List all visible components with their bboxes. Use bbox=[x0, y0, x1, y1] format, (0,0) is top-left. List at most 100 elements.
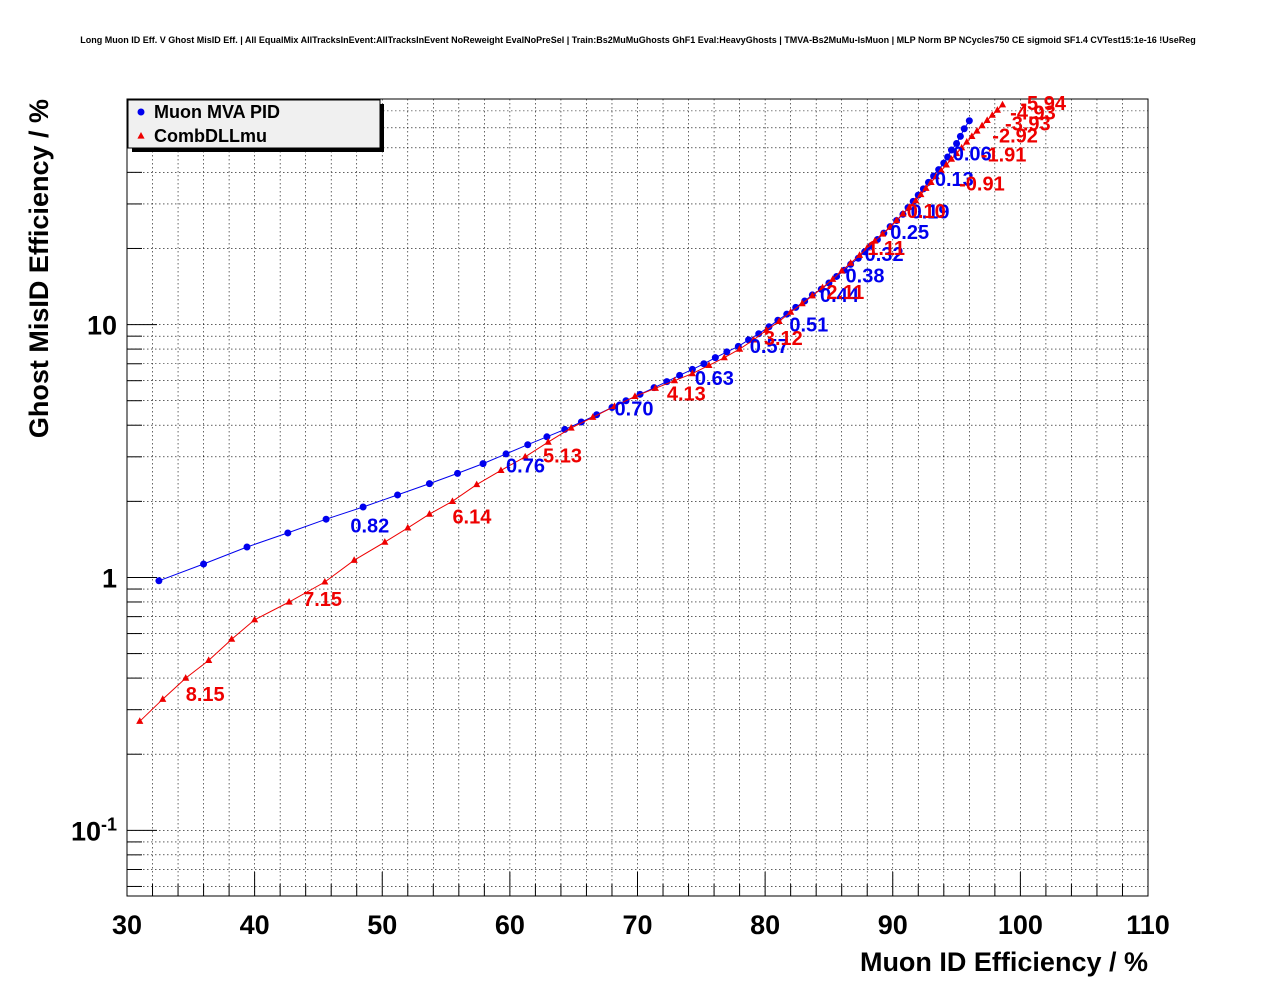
data-label: -0.91 bbox=[959, 174, 1005, 196]
data-label: 0.10 bbox=[907, 201, 946, 223]
data-label: 0.63 bbox=[695, 368, 734, 390]
data-point bbox=[787, 308, 795, 315]
data-point bbox=[454, 469, 462, 477]
series-layer bbox=[136, 100, 1007, 724]
data-point bbox=[243, 543, 251, 551]
series-combdllmu bbox=[136, 100, 1007, 724]
legend: Muon MVA PID CombDLLmu bbox=[127, 99, 384, 152]
data-point bbox=[968, 132, 976, 139]
data-point bbox=[651, 384, 659, 391]
data-point bbox=[855, 251, 864, 258]
data-label: 3.12 bbox=[764, 328, 803, 350]
data-point bbox=[878, 230, 887, 237]
data-point bbox=[676, 371, 684, 379]
data-label: 0.13 bbox=[935, 169, 974, 191]
point-labels: 0.82 0.76 0.70 0.63 0.570.51 0.440.380.320.25… bbox=[186, 93, 1067, 706]
y-tick-label: 1 bbox=[102, 563, 117, 593]
data-label: 0.76 bbox=[506, 455, 545, 477]
data-point bbox=[155, 577, 163, 585]
data-point bbox=[917, 190, 925, 198]
data-point bbox=[322, 515, 330, 523]
data-point bbox=[775, 317, 783, 324]
data-point bbox=[473, 480, 481, 488]
data-point bbox=[937, 166, 945, 174]
y-tick-labels: 10-1 1 10 bbox=[71, 311, 117, 847]
data-point bbox=[983, 116, 991, 123]
y-tick-label: 10-1 bbox=[71, 814, 117, 846]
x-tick-label: 40 bbox=[240, 910, 270, 940]
legend-box bbox=[127, 99, 381, 149]
data-point bbox=[912, 196, 920, 204]
data-point bbox=[285, 597, 293, 605]
x-tick-label: 70 bbox=[622, 910, 652, 940]
data-point bbox=[720, 353, 728, 361]
grid-lines bbox=[127, 99, 1148, 896]
data-point bbox=[205, 656, 213, 663]
data-point bbox=[425, 510, 434, 517]
data-point bbox=[993, 106, 1002, 113]
data-label: 0.38 bbox=[846, 265, 885, 287]
data-label: 0.70 bbox=[615, 399, 654, 421]
data-point bbox=[425, 480, 433, 488]
data-point bbox=[723, 348, 731, 356]
data-point bbox=[228, 635, 236, 642]
data-point bbox=[863, 243, 871, 251]
data-point bbox=[497, 466, 505, 474]
data-point bbox=[927, 178, 935, 185]
data-point bbox=[899, 209, 907, 217]
x-axis-title: Muon ID Efficiency / % bbox=[860, 947, 1148, 977]
data-point bbox=[871, 237, 879, 244]
data-point bbox=[479, 460, 487, 468]
legend-label: Muon MVA PID bbox=[154, 102, 280, 122]
data-point bbox=[998, 100, 1007, 108]
data-point bbox=[798, 299, 806, 307]
data-point bbox=[284, 529, 292, 537]
data-point bbox=[700, 360, 708, 368]
data-point bbox=[829, 275, 837, 282]
data-point bbox=[394, 491, 402, 499]
data-label: -2.92 bbox=[992, 125, 1038, 147]
data-point bbox=[905, 203, 913, 210]
x-tick-label: 30 bbox=[112, 910, 142, 940]
x-tick-labels: 30 40 50 60 70 80 90 100 110 bbox=[112, 910, 1170, 940]
data-point bbox=[521, 452, 529, 460]
x-tick-label: 110 bbox=[1126, 910, 1170, 940]
x-tick-label: 80 bbox=[750, 910, 780, 940]
legend-marker bbox=[137, 132, 145, 139]
data-point bbox=[736, 345, 744, 352]
data-label: 0.06 bbox=[953, 143, 992, 165]
data-point bbox=[867, 242, 875, 250]
data-point bbox=[808, 291, 816, 299]
x-tick-label: 50 bbox=[367, 910, 397, 940]
data-point bbox=[321, 577, 329, 585]
data-point bbox=[956, 132, 964, 140]
y-axis-title: Ghost MisID Efficiency / % bbox=[24, 99, 54, 438]
x-tick-label: 60 bbox=[495, 910, 525, 940]
data-label: -5.94 bbox=[1020, 93, 1066, 115]
data-label: 1.11 bbox=[867, 238, 905, 260]
data-point bbox=[818, 283, 827, 291]
data-point bbox=[381, 538, 389, 545]
data-point bbox=[755, 330, 763, 338]
data-point bbox=[350, 556, 358, 563]
data-point bbox=[892, 216, 901, 224]
data-point bbox=[750, 335, 758, 343]
data-point bbox=[963, 138, 971, 145]
data-point bbox=[978, 121, 986, 129]
data-label: 6.14 bbox=[452, 506, 492, 528]
data-point bbox=[670, 376, 679, 384]
plot-frame bbox=[126, 98, 1149, 897]
y-tick-label: 10 bbox=[87, 311, 117, 341]
data-point bbox=[610, 402, 619, 409]
data-point bbox=[182, 674, 190, 681]
legend-label: CombDLLmu bbox=[154, 126, 267, 146]
data-point bbox=[944, 153, 952, 161]
data-point bbox=[448, 497, 457, 504]
data-point bbox=[932, 172, 940, 180]
data-point bbox=[922, 184, 930, 191]
data-point bbox=[947, 146, 955, 154]
data-point bbox=[359, 503, 367, 511]
data-point bbox=[200, 560, 208, 568]
data-point bbox=[631, 392, 639, 400]
data-point bbox=[705, 361, 713, 368]
